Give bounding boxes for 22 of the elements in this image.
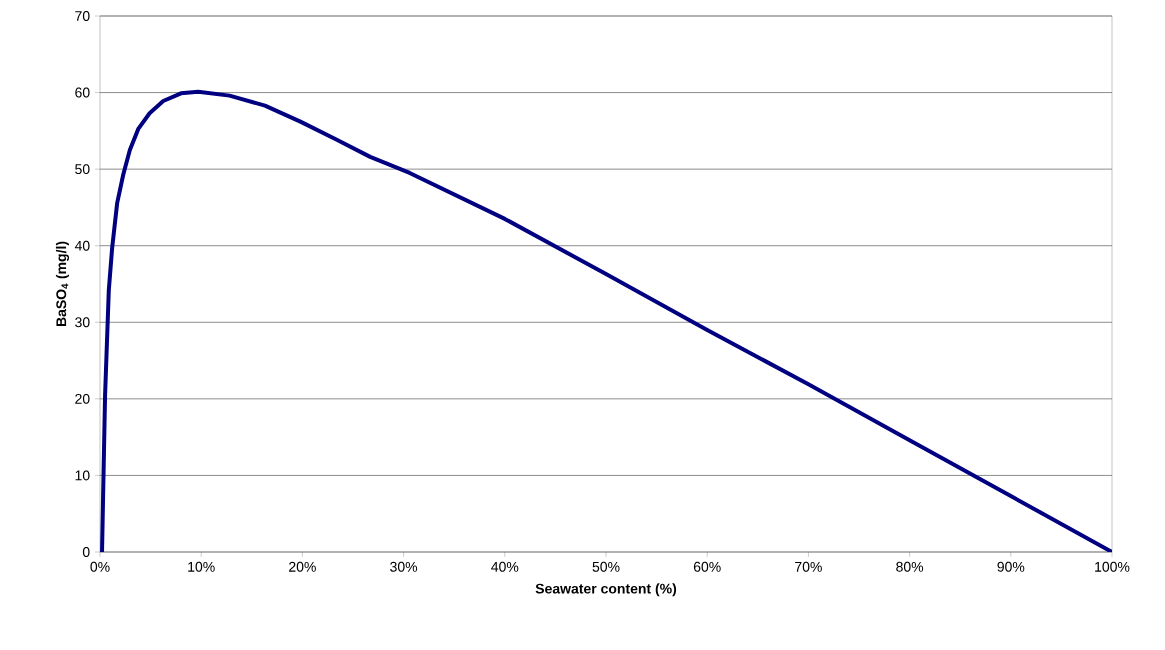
x-tick-label: 20% — [289, 561, 316, 572]
y-tick-label: 70 — [75, 11, 90, 21]
y-tick-label: 0 — [82, 547, 90, 557]
x-tick-label: 70% — [795, 561, 822, 572]
x-tick-label: 40% — [491, 561, 519, 572]
line-series — [100, 89, 1113, 552]
x-tick-label: 80% — [896, 561, 924, 572]
y-tick-label: 20 — [75, 393, 90, 404]
x-tick-label: 50% — [592, 561, 620, 572]
y-tick-label: 30 — [75, 317, 90, 328]
y-axis-title: BaSO$_{4}$ (mg/l) — [55, 241, 70, 327]
x-axis-title: Seawater content (%) — [535, 583, 677, 597]
x-tick-label: 60% — [693, 561, 721, 572]
y-tick-label: 50 — [75, 164, 90, 175]
y-tick-label: 40 — [74, 240, 90, 251]
x-tick-label: 10% — [188, 561, 215, 572]
x-tick-label: 90% — [997, 561, 1025, 572]
y-tick-label: 10 — [75, 470, 90, 481]
x-tick-label: 30% — [390, 561, 418, 572]
y-tick-label: 60 — [75, 87, 90, 98]
x-tick-label: 100% — [1095, 561, 1130, 572]
x-tick-label: 0% — [90, 561, 110, 572]
